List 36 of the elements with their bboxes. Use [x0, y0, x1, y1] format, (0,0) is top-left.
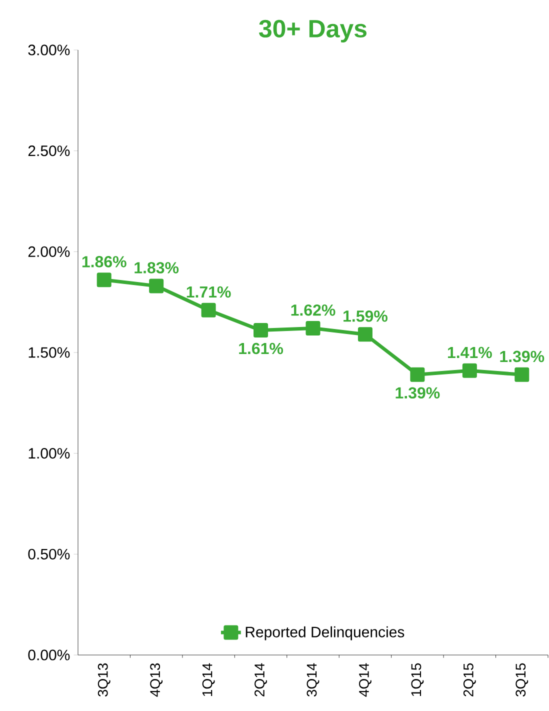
x-tick-label: 1Q14 — [202, 663, 215, 696]
x-tick-label: 2Q14 — [254, 663, 267, 696]
y-tick-label: 2.50% — [28, 146, 70, 156]
data-label: 1.61% — [239, 342, 284, 354]
x-tick-label: 1Q15 — [411, 663, 424, 696]
y-tick-label: 1.00% — [28, 448, 70, 459]
data-label: 1.59% — [344, 310, 388, 322]
chart-title: 30+ Days — [259, 20, 366, 42]
y-tick-label: 0.00% — [28, 650, 70, 660]
point — [306, 321, 320, 336]
point — [149, 278, 164, 294]
x-tick-label: 3Q13 — [98, 663, 110, 697]
point — [96, 272, 112, 288]
data-label: 1.83% — [134, 262, 179, 274]
data-label: 1.39% — [500, 350, 544, 362]
point — [254, 323, 268, 338]
data-label: 1.39% — [396, 387, 440, 399]
x-tick-label: 3Q14 — [306, 663, 320, 697]
y-tick-label: 1.50% — [28, 347, 70, 358]
x-tick-label: 3Q15 — [516, 663, 528, 697]
point — [462, 363, 477, 378]
point — [514, 367, 530, 382]
data-label: 1.86% — [82, 256, 126, 268]
point — [410, 367, 425, 382]
x-tick-label: 4Q13 — [150, 663, 163, 697]
data-label: 1.41% — [448, 346, 492, 358]
y-tick-label: 0.50% — [28, 548, 70, 560]
y-tick-label: 3.00% — [28, 44, 70, 56]
legend-label: Reported Delinquencies — [246, 626, 404, 640]
x-tick-label: 2Q15 — [463, 663, 476, 696]
data-label: 1.62% — [291, 304, 336, 316]
point — [201, 302, 216, 318]
data-label: 1.71% — [186, 286, 231, 298]
y-tick-label: 2.00% — [28, 246, 70, 257]
x-tick-label: 4Q14 — [359, 663, 372, 697]
point — [358, 327, 372, 342]
